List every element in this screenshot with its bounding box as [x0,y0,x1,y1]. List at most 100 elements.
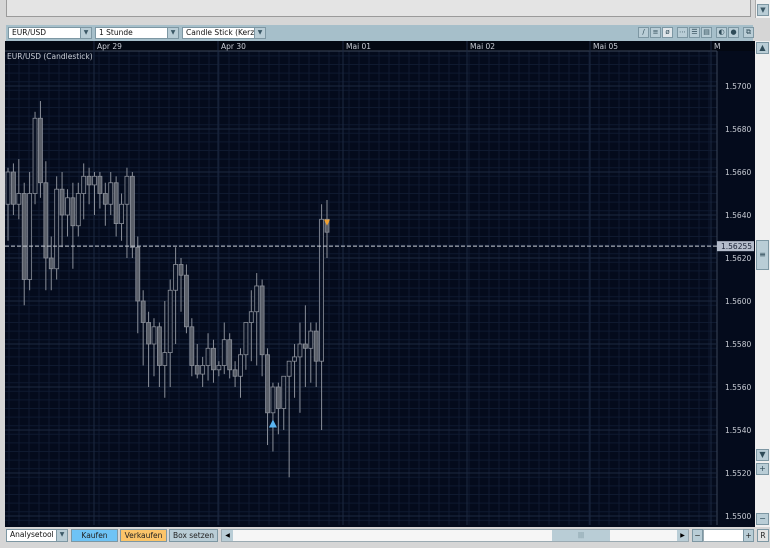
y-tick-label: 1.5560 [725,383,751,392]
candle-body [248,311,254,323]
candle-body [81,175,87,194]
candle-body [5,171,11,205]
current-price-badge [717,241,754,252]
candle-body [129,175,135,248]
candle-body [308,330,314,349]
candle-body [124,175,130,205]
scroll-right-icon[interactable]: ▶ [677,530,688,541]
delete-icon[interactable]: ø [662,27,673,38]
bottom-bar: Analysetool ▼ Kaufen Verkaufen Box setzen… [0,527,770,548]
zoom-in-button[interactable]: + [756,463,769,475]
y-tick-label: 1.5500 [725,512,751,521]
scroll-left-icon[interactable]: ◀ [222,530,233,541]
y-tick-label: 1.5700 [725,82,751,91]
candle-body [11,171,16,205]
candle-body [70,197,76,227]
theme-light-icon[interactable]: ◐ [716,27,727,38]
interval-value: 1 Stunde [99,28,133,37]
candle-body [265,354,270,414]
symbol-select[interactable]: EUR/USD ▼ [8,27,92,39]
horizontal-scrollbar[interactable]: ◀ ||| ▶ [221,529,689,542]
candle-body [102,193,108,205]
grid-icon-2[interactable]: ☰ [689,27,700,38]
top-panel [6,0,751,17]
x-tick-label: M [714,42,720,51]
candle-body [227,339,233,371]
candle-body [238,354,243,377]
candle-body [297,343,303,358]
interval-select[interactable]: 1 Stunde ▼ [95,27,179,39]
candle-body [243,322,249,356]
candle-body [189,326,195,366]
buy-button[interactable]: Kaufen [71,529,118,542]
chevron-down-icon[interactable]: ▼ [254,28,265,38]
candle-body [324,218,330,233]
detach-window-icon[interactable]: ⧉ [743,27,754,38]
zoom-out-button[interactable]: − [756,513,769,525]
candle-body [216,365,222,371]
candle-body [232,369,238,377]
candle-body [140,300,146,323]
candle-body [281,375,287,409]
time-axis-band [5,41,755,51]
zoom-in-button[interactable]: + [743,529,754,542]
buy-marker-icon [268,419,277,428]
scroll-thumb[interactable]: ||| [552,530,610,541]
y-tick-label: 1.5580 [725,340,751,349]
analysis-tool-value: Analysetool [10,530,54,539]
candle-body [113,182,119,224]
candle-body [48,257,54,270]
set-box-button[interactable]: Box setzen [169,529,218,542]
zoom-out-button[interactable]: − [692,529,703,542]
analysis-tool-select[interactable]: Analysetool ▼ [6,529,68,542]
candle-body [97,175,103,194]
candle-body [86,175,92,186]
y-tick-label: 1.5520 [725,469,751,478]
current-price-label: 1.56255 [721,242,752,251]
line-draw-icon[interactable]: / [638,27,649,38]
candle-body [43,182,49,259]
candle-body [156,326,162,366]
y-tick-label: 1.5640 [725,211,751,220]
scroll-thumb[interactable]: ≡ [756,240,769,270]
candle-body [59,188,65,216]
scroll-down-icon[interactable]: ▼ [757,4,769,16]
y-tick-label: 1.5660 [725,168,751,177]
grid-icon-3[interactable]: ▤ [701,27,712,38]
zoom-slider[interactable] [703,529,745,542]
candle-body [194,365,200,375]
sell-button[interactable]: Verkaufen [120,529,167,542]
top-scrollbar[interactable]: ▼ [755,0,770,18]
candle-body [200,365,206,375]
chart-area[interactable]: Apr 29 Apr 30 Mai 01 Mai 02 Mai 05 M 1.5700 1.5… [5,41,755,538]
theme-dark-icon[interactable]: ● [728,27,739,38]
candle-body [275,386,281,409]
reset-button[interactable]: R [757,529,769,542]
grid-icon-1[interactable]: ⋯ [677,27,688,38]
x-tick-label: Apr 29 [97,42,122,51]
chart-title: EUR/USD (Candlestick) [7,52,93,61]
vertical-scrollbar[interactable]: ▲ ≡ ▼ + − [755,41,770,527]
chevron-down-icon[interactable]: ▼ [56,530,67,541]
candle-body [92,175,97,186]
candle-body [205,347,211,366]
candle-body [313,330,319,362]
candle-body [292,356,297,362]
scroll-down-icon[interactable]: ▼ [756,449,769,461]
chevron-down-icon[interactable]: ▼ [80,28,91,38]
x-tick-label: Apr 30 [221,42,246,51]
chevron-down-icon[interactable]: ▼ [167,28,178,38]
x-tick-label: Mai 01 [346,42,371,51]
scroll-up-icon[interactable]: ▲ [756,42,769,54]
y-tick-label: 1.5540 [725,426,751,435]
chart-type-value: Candle Stick (Kerze [186,28,259,37]
horizontal-lines-icon[interactable]: ≡ [650,27,661,38]
candle-body [151,326,157,345]
chart-type-select[interactable]: Candle Stick (Kerze ▼ [182,27,266,39]
candle-body [211,347,216,371]
candle-body [27,193,33,280]
symbol-value: EUR/USD [12,28,46,37]
candlestick-chart[interactable]: Apr 29 Apr 30 Mai 01 Mai 02 Mai 05 M 1.5700 1.5… [5,41,755,538]
candle-body [146,322,151,345]
candle-body [270,386,276,414]
